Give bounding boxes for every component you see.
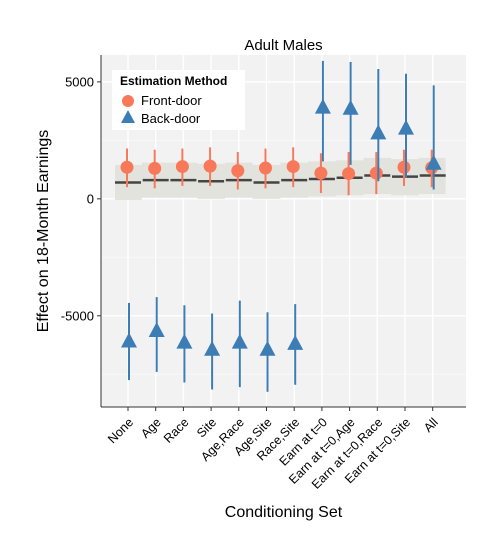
- back-door-point: [204, 340, 221, 356]
- x-tick-label: None: [105, 415, 136, 446]
- back-door-point: [148, 321, 165, 337]
- benchmark-band: [115, 157, 446, 201]
- back-door-point: [176, 333, 193, 349]
- front-door-point: [231, 164, 245, 178]
- legend-front-door-label: Front-door: [141, 93, 202, 108]
- plot-title: Adult Males: [244, 37, 322, 54]
- y-tick-label: 5000: [65, 74, 94, 89]
- back-door-point: [231, 333, 248, 349]
- back-door-point: [287, 334, 304, 350]
- back-door-point: [425, 154, 442, 170]
- front-door-point: [397, 160, 411, 174]
- back-door-point: [121, 332, 137, 348]
- back-door-point: [370, 124, 387, 140]
- back-door-point: [342, 99, 359, 115]
- front-door-point: [175, 160, 189, 174]
- x-tick-label: Race: [161, 415, 192, 446]
- legend-back-door-marker: [121, 110, 135, 123]
- benchmark-confidence-band: [115, 157, 446, 201]
- front-door-point: [369, 166, 383, 180]
- x-tick-label: Age: [138, 415, 164, 441]
- x-tick-label: All: [421, 415, 441, 435]
- y-axis-title: Effect on 18-Month Earnings: [35, 130, 52, 333]
- y-tick-label: -5000: [61, 308, 94, 323]
- front-door-point: [342, 167, 356, 181]
- back-door-point: [314, 98, 331, 114]
- legend: Estimation Method Front-door Back-door: [112, 70, 245, 130]
- legend-front-door-marker: [122, 95, 134, 107]
- front-door-point: [120, 160, 134, 174]
- back-door-point: [259, 340, 276, 356]
- front-door-point: [203, 159, 217, 173]
- front-door-point: [286, 160, 300, 174]
- legend-box: [112, 70, 245, 130]
- y-tick-label: 0: [87, 191, 94, 206]
- legend-back-door-label: Back-door: [141, 111, 201, 126]
- x-axis-title: Conditioning Set: [225, 504, 343, 521]
- data-marks: [120, 60, 442, 392]
- front-door-point: [314, 166, 328, 180]
- front-door-point: [148, 161, 162, 175]
- back-door-point: [398, 119, 414, 135]
- legend-title: Estimation Method: [120, 74, 227, 88]
- front-door-point: [259, 161, 272, 175]
